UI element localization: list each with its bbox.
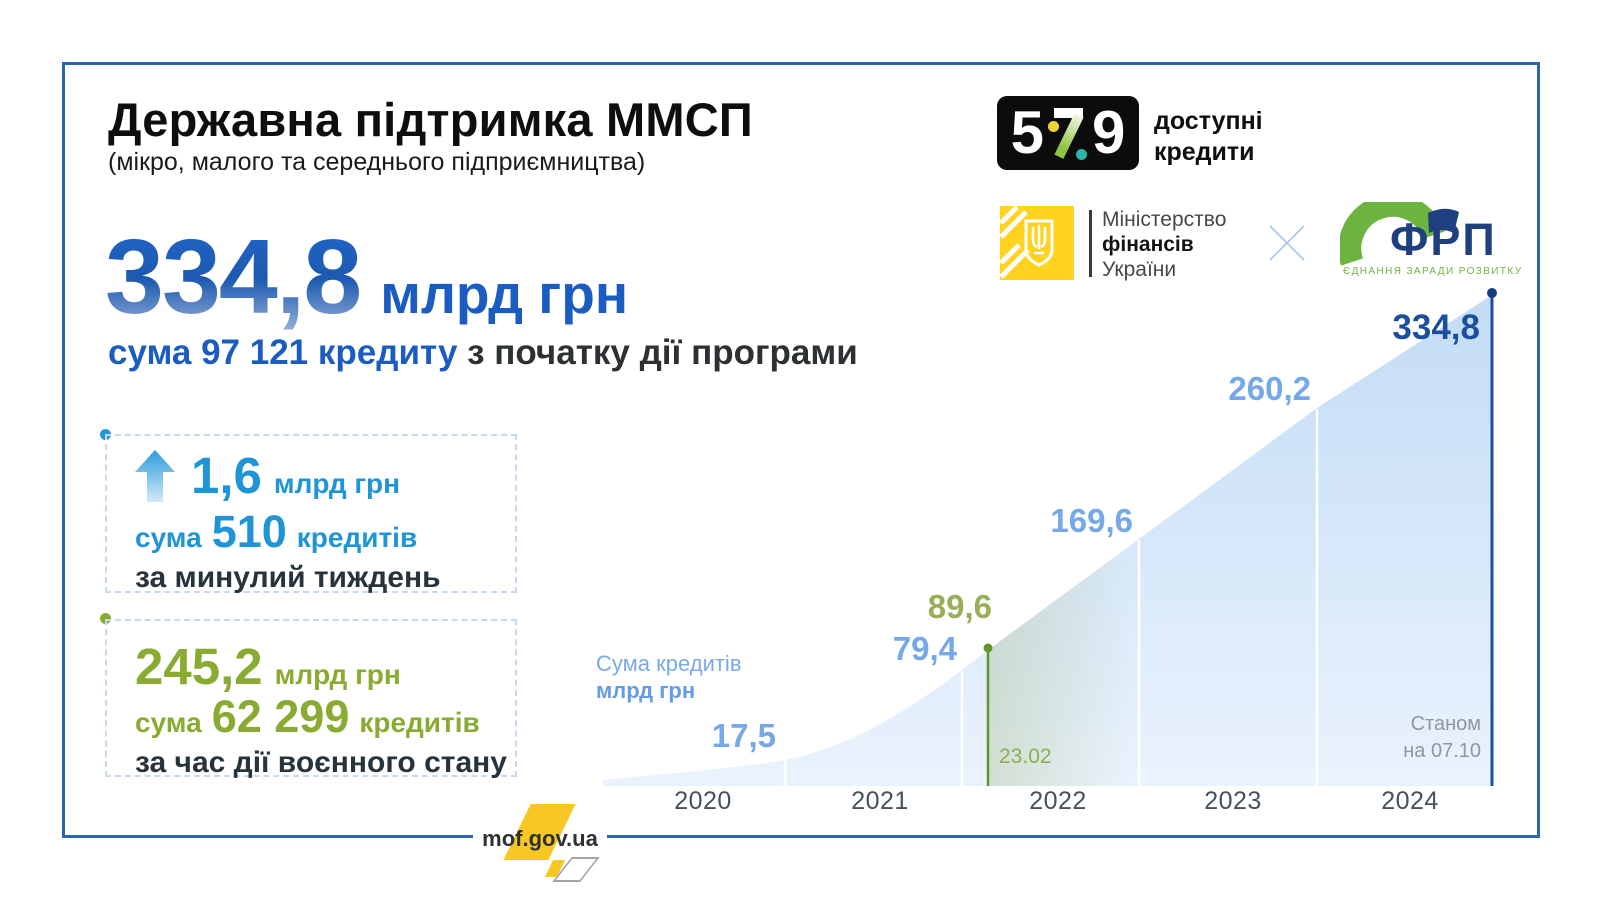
point-label-334-8: 334,8 <box>1392 308 1480 347</box>
collab-x-icon <box>1266 222 1308 269</box>
x-axis-tick-2020: 2020 <box>674 787 732 815</box>
frp-abbr: ФРП <box>1390 214 1497 265</box>
point-label-169-6: 169,6 <box>1050 502 1133 539</box>
war-marker-date: 23.02 <box>999 745 1052 768</box>
badge-579-logo: 5 9 <box>997 96 1139 170</box>
weekly-unit: млрд грн <box>273 468 401 499</box>
point-label-79-4: 79,4 <box>892 630 957 667</box>
x-axis-tick-2023: 2023 <box>1204 787 1262 815</box>
footer-url: mof.gov.ua <box>482 826 598 851</box>
page-subtitle: (мікро, малого та середнього підприємниц… <box>108 148 646 176</box>
year-divider-lines <box>783 409 1319 786</box>
as-of-note: Станом на 07.10 <box>1403 713 1481 762</box>
headline-loans-line: сума 97 121 кредиту з початку дії програ… <box>108 333 858 372</box>
wartime-box: 245,2 млрд грн сума 62 299 кредитів за ч… <box>105 619 517 779</box>
wartime-count-suffix: кредитів <box>359 707 480 738</box>
weekly-value: 1,6 <box>191 447 262 504</box>
wartime-count-prefix: сума <box>135 707 202 738</box>
point-label-260-2: 260,2 <box>1228 370 1311 407</box>
frp-arch-icon <box>1338 193 1470 273</box>
wartime-period: за час дії воєнного стану <box>135 746 507 779</box>
page-title: Державна підтримка ММСП <box>108 93 753 146</box>
badge-579-digit-9: 9 <box>1092 99 1126 166</box>
wartime-box-dot <box>100 613 111 624</box>
war-marker-line <box>983 643 993 786</box>
weekly-box: 1,6 млрд грн сума 510 кредитів за минули… <box>105 434 517 594</box>
chart-area <box>603 295 1492 786</box>
headline-unit: млрд грн <box>380 263 629 325</box>
headline-value: 334,8 <box>105 218 362 336</box>
wartime-unit: млрд грн <box>274 659 401 690</box>
weekly-period: за минулий тиждень <box>135 561 441 594</box>
wartime-value: 245,2 <box>135 638 263 695</box>
arrow-up-icon <box>135 450 175 507</box>
slide-frame <box>62 62 1540 838</box>
point-label-89-6: 89,6 <box>927 588 992 625</box>
chart-unit-label: млрд грн <box>596 678 696 703</box>
badge-579-digit-5: 5 <box>1010 99 1044 166</box>
weekly-count-prefix: сума <box>135 522 202 553</box>
minfin-name: Міністерство фінансів України <box>1102 208 1227 281</box>
point-label-17-5: 17,5 <box>711 717 776 754</box>
weekly-count-suffix: кредитів <box>296 522 418 553</box>
weekly-count: 510 <box>211 506 287 557</box>
wartime-count: 62 299 <box>211 691 350 742</box>
minfin-emblem-icon <box>999 205 1074 285</box>
minfin-divider <box>1089 210 1092 277</box>
chart-series-label: Сума кредитів <box>596 651 742 676</box>
x-axis-tick-2021: 2021 <box>851 787 909 815</box>
x-axis-tick-2022: 2022 <box>1029 787 1087 815</box>
badge-579-caption: доступні кредити <box>1154 107 1263 167</box>
trident-icon <box>1031 225 1047 255</box>
end-marker-line <box>1487 288 1497 786</box>
x-axis-tick-2024: 2024 <box>1381 787 1439 815</box>
headline-total: 334,8 млрд грн <box>105 224 628 330</box>
teal-dot-icon <box>1076 149 1087 160</box>
frp-tagline: ЄДНАННЯ ЗАРАДИ РОЗВИТКУ <box>1343 266 1523 277</box>
percent-seven-icon <box>1048 104 1087 162</box>
yellow-dot-icon <box>1048 121 1059 132</box>
